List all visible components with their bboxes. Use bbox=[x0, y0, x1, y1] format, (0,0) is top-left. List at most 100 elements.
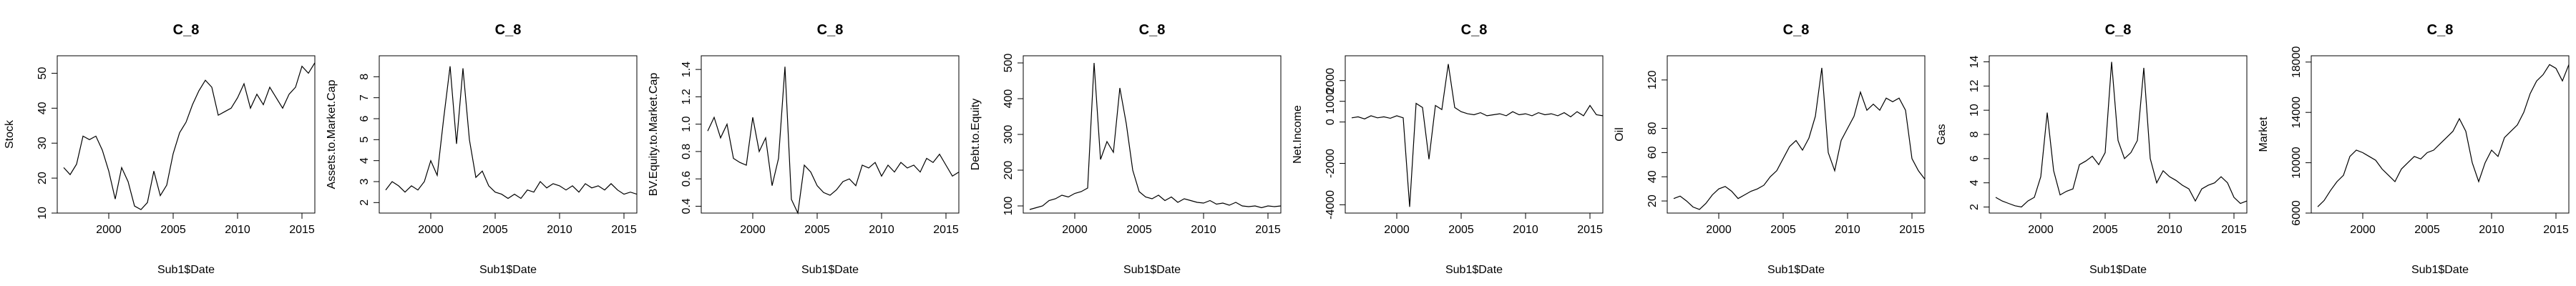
y-axis-label: Gas bbox=[1936, 124, 1948, 144]
plot-frame bbox=[1667, 55, 1926, 214]
y-tick-label: 0.8 bbox=[680, 144, 693, 159]
chart-title: C_8 bbox=[1139, 22, 1166, 38]
series-line bbox=[707, 66, 960, 215]
x-tick-label: 2015 bbox=[289, 224, 315, 236]
y-tick-label: 400 bbox=[1002, 89, 1015, 109]
x-axis-label: Sub1$Date bbox=[801, 264, 859, 276]
x-axis-label: Sub1$Date bbox=[2089, 264, 2147, 276]
y-tick-label: 100 bbox=[1002, 197, 1015, 216]
y-tick-label: 18000 bbox=[2290, 46, 2303, 78]
y-tick-label: 40 bbox=[36, 102, 49, 114]
y-tick-label: 50 bbox=[36, 66, 49, 79]
y-tick-label: 200 bbox=[1002, 161, 1015, 180]
chart-panel-1: C_8 Sub1$Date Stock 2000 2005 2010 2015 10 20 30 4… bbox=[4, 22, 316, 276]
y-tick-label: 1.0 bbox=[680, 116, 693, 132]
y-axis-label: Market bbox=[2258, 117, 2270, 152]
y-axis-label: Oil bbox=[1614, 127, 1626, 142]
chart-title: C_8 bbox=[495, 22, 522, 38]
plot-frame bbox=[1345, 55, 1604, 214]
y-tick-label: 6 bbox=[1968, 155, 1981, 162]
x-tick-label: 2000 bbox=[418, 224, 444, 236]
chart-panel-2: C_8 Sub1$Date Assets.to.Market.Cap 2000 2005… bbox=[326, 22, 638, 276]
y-tick-label: 80 bbox=[1646, 122, 1659, 135]
x-tick-label: 2015 bbox=[611, 224, 637, 236]
y-tick-label: 5 bbox=[358, 137, 371, 143]
series-line bbox=[385, 66, 638, 199]
y-tick-label: 4 bbox=[1968, 179, 1981, 186]
y-tick-label: -4000 bbox=[1324, 190, 1337, 220]
x-tick-label: 2005 bbox=[1770, 224, 1796, 236]
plot-frame bbox=[1023, 55, 1282, 214]
x-tick-label: 2015 bbox=[2221, 224, 2247, 236]
chart-panel-7: C_8 Sub1$Date Gas 2000 2005 2010 2015 2 4 6 8 10 12 1… bbox=[1936, 22, 2248, 276]
x-tick-label: 2000 bbox=[1062, 224, 1088, 236]
x-tick-label: 2015 bbox=[1255, 224, 1281, 236]
chart-title: C_8 bbox=[2427, 22, 2454, 38]
series-line bbox=[1351, 64, 1604, 207]
x-tick-label: 2010 bbox=[869, 224, 894, 236]
y-tick-label: 10 bbox=[1968, 104, 1981, 117]
y-tick-label: 0 bbox=[1324, 119, 1337, 125]
y-tick-label: 300 bbox=[1002, 125, 1015, 144]
series-line bbox=[1673, 67, 1926, 210]
x-axis-label: Sub1$Date bbox=[157, 264, 215, 276]
y-axis-label: BV.Equity.to.Market.Cap bbox=[648, 73, 660, 197]
y-tick-label: 120 bbox=[1646, 70, 1659, 89]
x-tick-label: 2005 bbox=[1126, 224, 1152, 236]
x-tick-label: 2015 bbox=[1899, 224, 1925, 236]
y-tick-label: 2000 bbox=[1324, 68, 1337, 94]
y-tick-label: 12 bbox=[1968, 79, 1981, 92]
y-tick-label: 2 bbox=[1968, 204, 1981, 210]
x-tick-label: 2000 bbox=[1706, 224, 1732, 236]
series-line bbox=[1029, 62, 1282, 210]
x-tick-label: 2005 bbox=[482, 224, 508, 236]
plot-frame bbox=[701, 55, 960, 214]
y-axis-label: Net.Income bbox=[1292, 105, 1304, 164]
plot-frame bbox=[2311, 55, 2570, 214]
x-tick-label: 2005 bbox=[804, 224, 830, 236]
y-tick-label: 3 bbox=[358, 178, 371, 184]
x-tick-label: 2010 bbox=[2479, 224, 2504, 236]
y-axis-label: Stock bbox=[4, 119, 16, 149]
y-tick-label: 30 bbox=[36, 137, 49, 149]
x-tick-label: 2005 bbox=[1448, 224, 1474, 236]
x-axis-label: Sub1$Date bbox=[2411, 264, 2469, 276]
y-tick-label: 40 bbox=[1646, 170, 1659, 183]
x-tick-label: 2010 bbox=[225, 224, 250, 236]
y-tick-label: 6000 bbox=[2290, 200, 2303, 226]
x-axis-label: Sub1$Date bbox=[1445, 264, 1503, 276]
chart-title: C_8 bbox=[2105, 22, 2132, 38]
chart-title: C_8 bbox=[1783, 22, 1810, 38]
y-tick-label: 10 bbox=[36, 207, 49, 220]
y-tick-label: 8 bbox=[358, 74, 371, 80]
y-tick-label: -2000 bbox=[1324, 149, 1337, 178]
chart-panel-6: C_8 Sub1$Date Oil 2000 2005 2010 2015 20 40 60 80 1… bbox=[1614, 22, 1926, 276]
x-tick-label: 2000 bbox=[2350, 224, 2376, 236]
x-tick-label: 2000 bbox=[740, 224, 766, 236]
y-tick-label: 6 bbox=[358, 115, 371, 122]
chart-panel-5: C_8 Sub1$Date Net.Income 2000 2005 2010 2015 -4… bbox=[1292, 22, 1604, 276]
x-axis-label: Sub1$Date bbox=[479, 264, 537, 276]
x-tick-label: 2005 bbox=[160, 224, 186, 236]
x-tick-label: 2010 bbox=[1191, 224, 1216, 236]
y-tick-label: 14 bbox=[1968, 55, 1981, 68]
y-tick-label: 10000 bbox=[2290, 147, 2303, 179]
plot-frame bbox=[1989, 55, 2248, 214]
x-tick-label: 2010 bbox=[2157, 224, 2182, 236]
x-tick-label: 2000 bbox=[96, 224, 122, 236]
y-tick-label: 1.4 bbox=[680, 61, 693, 77]
y-tick-label: 1.2 bbox=[680, 89, 693, 104]
y-tick-label: 0.4 bbox=[680, 198, 693, 214]
x-tick-label: 2010 bbox=[1513, 224, 1538, 236]
x-tick-label: 2005 bbox=[2414, 224, 2440, 236]
x-axis-label: Sub1$Date bbox=[1123, 264, 1181, 276]
y-tick-label: 14000 bbox=[2290, 97, 2303, 129]
chart-title: C_8 bbox=[1461, 22, 1488, 38]
x-axis-label: Sub1$Date bbox=[1767, 264, 1825, 276]
y-tick-label: 500 bbox=[1002, 54, 1015, 73]
y-tick-label: 8 bbox=[1968, 131, 1981, 137]
x-tick-label: 2000 bbox=[1384, 224, 1410, 236]
y-tick-label: 20 bbox=[36, 172, 49, 184]
